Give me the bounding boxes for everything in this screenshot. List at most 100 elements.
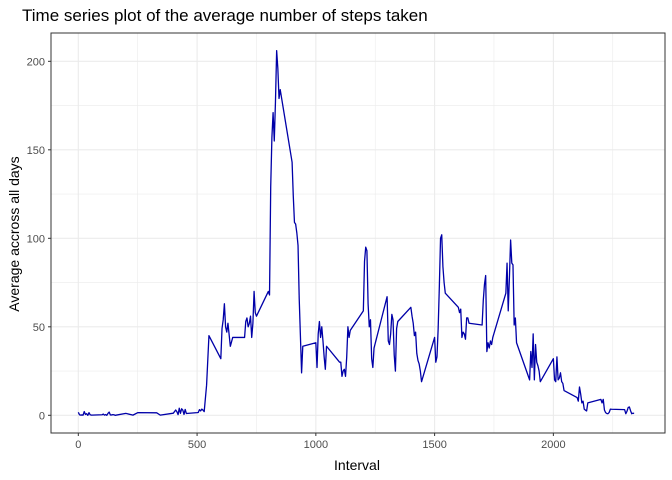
data-point — [277, 68, 278, 69]
data-point — [579, 386, 580, 387]
data-point — [609, 412, 610, 413]
data-point — [600, 399, 601, 400]
data-point — [104, 415, 105, 416]
data-point — [556, 356, 557, 357]
data-point — [533, 333, 534, 334]
data-point — [255, 312, 256, 313]
data-point — [225, 326, 226, 327]
data-point — [269, 294, 270, 295]
data-point — [604, 409, 605, 410]
data-point — [125, 413, 126, 414]
data-point — [390, 333, 391, 334]
data-point — [107, 413, 108, 414]
data-point — [198, 412, 199, 413]
data-point — [175, 409, 176, 410]
data-point — [272, 112, 273, 113]
data-point — [101, 414, 102, 415]
data-point — [244, 337, 245, 338]
data-point — [253, 291, 254, 292]
data-point — [79, 414, 80, 415]
data-point — [587, 402, 588, 403]
data-point — [628, 407, 629, 408]
data-point — [339, 362, 340, 363]
data-point — [202, 410, 203, 411]
data-point — [179, 408, 180, 409]
data-point — [489, 347, 490, 348]
y-tick-label: 0 — [39, 410, 45, 422]
data-point — [487, 342, 488, 343]
y-tick-label: 150 — [27, 145, 45, 157]
data-point — [580, 393, 581, 394]
data-point — [373, 347, 374, 348]
data-point — [539, 370, 540, 371]
data-point — [105, 414, 106, 415]
data-point — [110, 414, 111, 415]
data-point — [442, 266, 443, 267]
data-point — [80, 415, 81, 416]
data-point — [371, 358, 372, 359]
data-point — [459, 312, 460, 313]
data-point — [363, 310, 364, 311]
chart-title: Time series plot of the average number o… — [22, 6, 428, 25]
data-point — [606, 413, 607, 414]
data-point — [440, 238, 441, 239]
data-point — [482, 324, 483, 325]
data-point — [208, 335, 209, 336]
data-point — [463, 332, 464, 333]
data-point — [466, 317, 467, 318]
data-point — [227, 323, 228, 324]
data-point — [581, 402, 582, 403]
y-tick-label: 50 — [33, 322, 45, 334]
data-point — [419, 363, 420, 364]
data-point — [293, 195, 294, 196]
data-point — [204, 411, 205, 412]
data-point — [246, 317, 247, 318]
data-point — [630, 410, 631, 411]
data-point — [414, 335, 415, 336]
data-point — [347, 326, 348, 327]
data-point — [624, 409, 625, 410]
data-point — [177, 414, 178, 415]
data-point — [510, 239, 511, 240]
data-point — [245, 321, 246, 322]
data-point — [321, 326, 322, 327]
data-point — [88, 412, 89, 413]
data-point — [291, 162, 292, 163]
data-point — [631, 413, 632, 414]
data-point — [491, 344, 492, 345]
data-point — [585, 410, 586, 411]
data-point — [582, 401, 583, 402]
data-point — [458, 307, 459, 308]
data-point — [369, 326, 370, 327]
data-point — [434, 337, 435, 338]
data-point — [271, 137, 272, 138]
data-point — [632, 413, 633, 414]
data-point — [486, 351, 487, 352]
data-point — [81, 414, 82, 415]
data-point — [106, 415, 107, 416]
data-point — [465, 339, 466, 340]
data-point — [109, 412, 110, 413]
data-point — [200, 410, 201, 411]
data-point — [515, 317, 516, 318]
data-point — [350, 330, 351, 331]
data-point — [251, 337, 252, 338]
data-point — [535, 344, 536, 345]
data-point — [176, 411, 177, 412]
x-tick-label: 500 — [188, 439, 206, 451]
data-point — [221, 328, 222, 329]
data-point — [397, 321, 398, 322]
data-point — [113, 414, 114, 415]
data-point — [389, 344, 390, 345]
data-point — [302, 346, 303, 347]
data-point — [252, 323, 253, 324]
data-point — [78, 412, 79, 413]
data-point — [577, 397, 578, 398]
data-point — [416, 353, 417, 354]
data-point — [394, 355, 395, 356]
data-point — [86, 413, 87, 414]
data-point — [299, 298, 300, 299]
data-point — [509, 277, 510, 278]
data-point — [87, 415, 88, 416]
x-axis: 0 500 1000 1500 2000 — [75, 433, 566, 451]
